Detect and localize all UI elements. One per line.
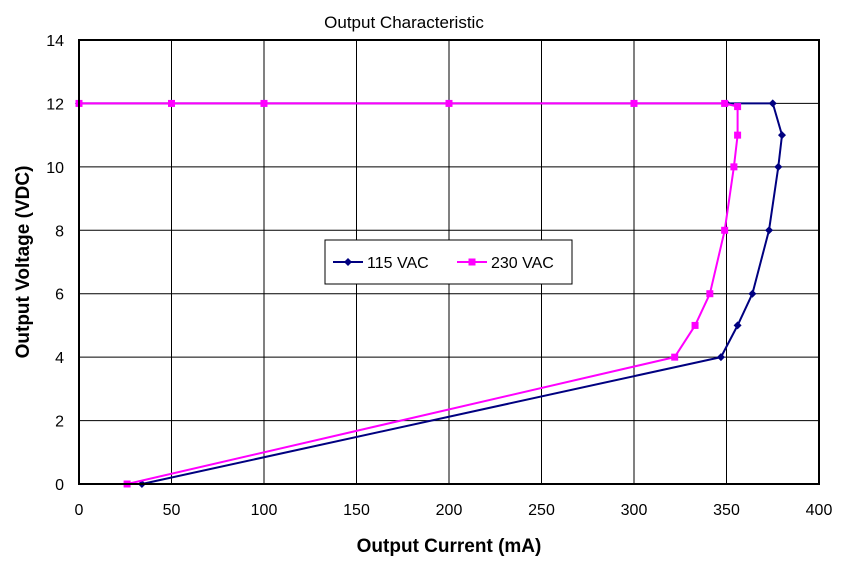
y-tick-label: 14 <box>46 33 64 50</box>
y-tick-label: 8 <box>55 223 64 240</box>
axis-ticks: 0 50 100 150 200 250 300 350 400 0 2 4 6 8 10 12 14 <box>46 33 832 519</box>
data-point <box>260 99 268 107</box>
y-tick-label: 12 <box>46 96 64 113</box>
data-point <box>730 163 738 171</box>
y-tick-label: 6 <box>55 287 64 304</box>
legend-entry: 230 VAC <box>491 255 554 272</box>
data-point <box>765 226 774 235</box>
x-axis-label: Output Current (mA) <box>357 536 542 557</box>
legend-swatch-marker <box>468 258 476 266</box>
y-tick-label: 4 <box>55 350 64 367</box>
data-point <box>748 289 757 298</box>
data-point <box>671 353 679 361</box>
plot-frame <box>78 39 820 485</box>
y-tick-label: 0 <box>55 477 64 494</box>
data-point <box>733 321 742 330</box>
data-point <box>774 162 783 171</box>
x-tick-label: 50 <box>163 502 181 519</box>
data-point <box>168 99 175 107</box>
chart-title: Output Characteristic <box>324 13 484 32</box>
x-tick-label: 0 <box>75 502 84 519</box>
data-point <box>778 131 786 140</box>
series-line <box>79 102 739 485</box>
x-tick-label: 350 <box>713 502 740 519</box>
x-tick-label: 200 <box>436 502 463 519</box>
y-tick-label: 2 <box>55 414 64 431</box>
x-tick-label: 400 <box>806 502 833 519</box>
data-point <box>734 103 742 111</box>
y-axis-label: Output Voltage (VDC) <box>13 166 34 359</box>
data-point <box>691 321 699 329</box>
data-point <box>630 99 638 107</box>
data-point <box>706 290 714 298</box>
data-point <box>721 99 729 107</box>
x-tick-label: 300 <box>621 502 648 519</box>
data-point <box>716 353 725 362</box>
data-point <box>445 99 453 107</box>
legend: 115 VAC 230 VAC <box>324 239 573 285</box>
legend-entry: 115 VAC <box>367 255 429 272</box>
x-tick-label: 150 <box>343 502 370 519</box>
x-tick-label: 100 <box>251 502 278 519</box>
legend-box <box>324 239 573 285</box>
data-point <box>768 99 777 108</box>
legend-swatch-marker <box>344 258 352 266</box>
x-tick-label: 250 <box>528 502 555 519</box>
series-1 <box>75 99 742 488</box>
data-point <box>734 131 742 139</box>
data-point <box>721 226 729 234</box>
y-tick-label: 10 <box>46 160 64 177</box>
